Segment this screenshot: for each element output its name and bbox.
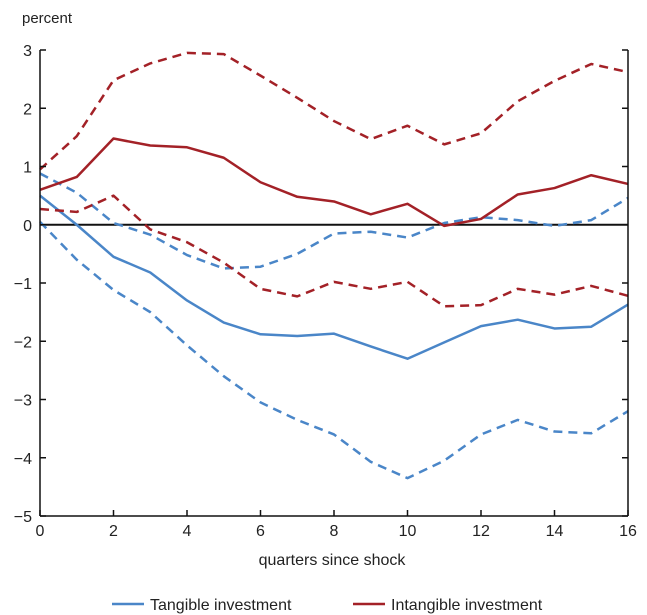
x-tick-label: 0 <box>36 523 45 540</box>
x-tick-label: 12 <box>472 523 490 540</box>
band-line-tangible-investment-2 <box>39 220 629 480</box>
y-tick-label: 3 <box>23 43 32 60</box>
y-tick-label: −4 <box>14 451 32 468</box>
y-tick-label: −2 <box>14 334 32 351</box>
x-tick-label: 2 <box>109 523 118 540</box>
x-tick-label: 14 <box>546 523 564 540</box>
y-tick-label: 1 <box>23 160 32 177</box>
y-tick-label: −3 <box>14 393 32 410</box>
y-tick-label: −5 <box>14 509 32 526</box>
x-tick-label: 10 <box>399 523 417 540</box>
x-tick-label: 16 <box>619 523 637 540</box>
x-tick-label: 4 <box>183 523 192 540</box>
band-line-intangible-investment-4 <box>39 51 629 171</box>
series-layer <box>39 51 629 480</box>
legend: Tangible investment Intangible investment <box>112 597 543 614</box>
legend-label: Tangible investment <box>150 597 292 614</box>
series-line-tangible-investment-0 <box>39 194 629 360</box>
x-tick-label: 8 <box>330 523 339 540</box>
legend-label: Intangible investment <box>391 597 543 614</box>
y-tick-label: 2 <box>23 101 32 118</box>
x-tick-label: 6 <box>256 523 265 540</box>
band-line-intangible-investment-5 <box>39 194 629 308</box>
y-axis-label: percent <box>22 10 73 27</box>
series-line-intangible-investment-3 <box>39 137 629 228</box>
y-tick-label: 0 <box>23 218 32 235</box>
band-line-tangible-investment-1 <box>39 172 629 270</box>
y-tick-label: −1 <box>14 276 32 293</box>
x-axis-label: quarters since shock <box>259 552 407 569</box>
